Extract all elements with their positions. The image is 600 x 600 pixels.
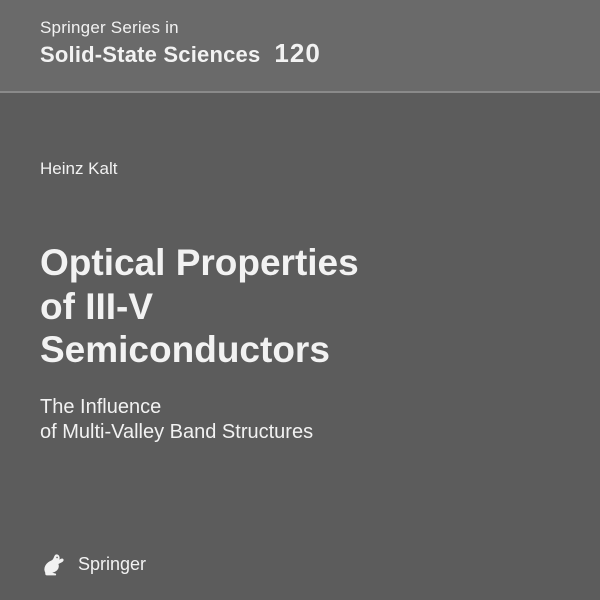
series-label-line2: Solid-State Sciences (40, 42, 260, 68)
title-line: Semiconductors (40, 328, 359, 372)
subtitle-line: The Influence (40, 395, 313, 420)
publisher-name: Springer (78, 554, 146, 575)
springer-horse-icon (40, 550, 68, 578)
cover-main: Heinz Kalt Optical Properties of III-V S… (0, 93, 600, 600)
book-title: Optical Properties of III-V Semiconducto… (40, 241, 359, 372)
book-cover: Springer Series in Solid-State Sciences … (0, 0, 600, 600)
book-subtitle: The Influence of Multi-Valley Band Struc… (40, 395, 313, 445)
title-line: of III-V (40, 285, 359, 329)
series-label-line2-wrap: Solid-State Sciences 120 (40, 38, 560, 69)
author-name: Heinz Kalt (40, 159, 117, 179)
title-line: Optical Properties (40, 241, 359, 285)
series-volume-number: 120 (274, 38, 320, 69)
series-label-line1: Springer Series in (40, 18, 560, 38)
subtitle-line: of Multi-Valley Band Structures (40, 420, 313, 445)
series-band: Springer Series in Solid-State Sciences … (0, 0, 600, 93)
publisher-block: Springer (40, 550, 146, 578)
